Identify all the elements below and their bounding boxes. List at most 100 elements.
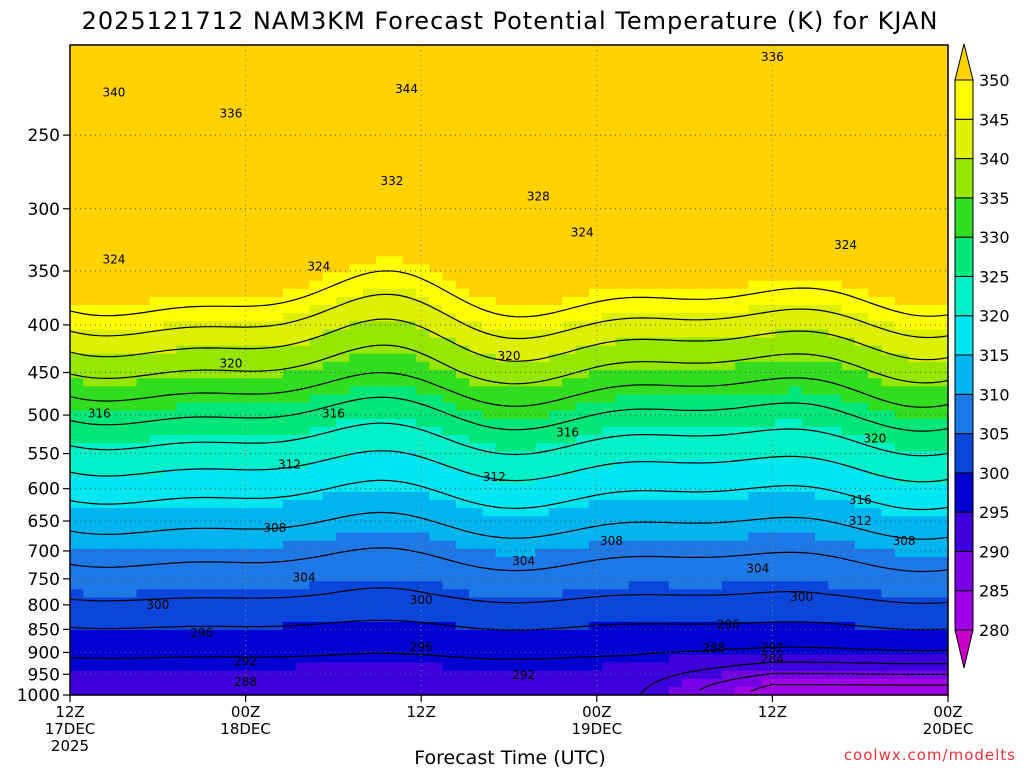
field-cell (548, 215, 563, 225)
field-cell (495, 662, 510, 672)
field-cell (203, 565, 217, 574)
field-cell (642, 589, 656, 599)
field-cell (721, 296, 736, 306)
field-cell (775, 443, 789, 452)
field-cell (575, 378, 590, 387)
field-cell (469, 345, 483, 355)
field-cell (189, 378, 204, 387)
field-cell (708, 77, 723, 87)
field-cell (695, 516, 710, 525)
field-cell (375, 101, 390, 111)
field-cell (814, 142, 829, 152)
field-cell (535, 410, 550, 420)
field-cell (83, 223, 98, 233)
field-cell (681, 483, 696, 493)
field-cell (70, 305, 84, 314)
field-cell (602, 500, 617, 509)
field-cell (482, 556, 497, 566)
field-cell (761, 150, 776, 160)
field-cell (322, 459, 337, 469)
field-cell (415, 605, 430, 615)
field-cell (256, 321, 271, 330)
field-cell (721, 45, 736, 54)
field-cell (123, 77, 138, 87)
field-cell (203, 475, 217, 485)
field-cell (495, 630, 510, 639)
field-cell (83, 305, 98, 314)
field-cell (655, 191, 670, 200)
field-cell (429, 418, 444, 428)
field-cell (814, 207, 829, 217)
field-cell (868, 475, 883, 485)
field-cell (229, 418, 244, 428)
field-cell (588, 85, 603, 95)
field-cell (509, 288, 523, 298)
field-cell (389, 435, 404, 444)
field-cell (548, 248, 563, 257)
field-cell (109, 329, 124, 339)
field-cell (841, 223, 856, 233)
field-cell (362, 329, 377, 339)
field-cell (522, 443, 537, 452)
field-cell (681, 508, 696, 517)
field-cell (322, 313, 337, 322)
field-cell (402, 516, 417, 525)
field-cell (123, 581, 138, 590)
field-cell (176, 394, 191, 404)
field-cell (309, 370, 324, 379)
field-cell (642, 394, 656, 404)
field-cell (163, 69, 178, 79)
field-cell (296, 630, 311, 639)
field-cell (269, 556, 284, 566)
field-cell (575, 296, 590, 306)
field-cell (748, 654, 763, 664)
field-cell (735, 150, 750, 160)
field-cell (881, 166, 896, 176)
field-cell (628, 394, 643, 404)
field-cell (668, 483, 683, 493)
field-cell (668, 240, 683, 249)
field-cell (402, 166, 417, 176)
field-cell (216, 467, 231, 477)
field-cell (655, 296, 670, 306)
field-cell (868, 678, 883, 688)
field-cell (628, 126, 643, 135)
field-cell (189, 670, 204, 680)
field-cell (854, 394, 869, 404)
field-cell (668, 524, 683, 534)
field-cell (695, 540, 710, 550)
field-cell (375, 240, 390, 249)
field-cell (269, 175, 284, 184)
field-cell (535, 662, 550, 672)
field-cell (256, 630, 271, 639)
field-cell (70, 540, 84, 550)
field-cell (442, 85, 457, 95)
field-cell (628, 240, 643, 249)
field-cell (149, 556, 164, 566)
field-cell (788, 272, 803, 282)
field-cell (203, 166, 217, 176)
field-cell (775, 296, 789, 306)
field-cell (522, 467, 537, 477)
field-cell (721, 508, 736, 517)
field-cell (828, 264, 843, 274)
field-cell (282, 532, 297, 542)
field-cell (242, 231, 257, 241)
field-cell (216, 532, 231, 542)
field-cell (163, 508, 178, 517)
field-cell (575, 61, 590, 70)
field-cell (296, 418, 311, 428)
field-cell (509, 183, 523, 192)
field-cell (495, 150, 510, 160)
field-cell (775, 256, 789, 265)
field-cell (602, 654, 617, 664)
field-cell (149, 410, 164, 420)
field-cell (269, 361, 284, 371)
field-cell (322, 61, 337, 70)
field-cell (362, 134, 377, 144)
field-cell (522, 280, 537, 290)
field-cell (256, 345, 271, 355)
field-cell (761, 361, 776, 371)
field-cell (828, 565, 843, 574)
field-cell (429, 183, 444, 192)
